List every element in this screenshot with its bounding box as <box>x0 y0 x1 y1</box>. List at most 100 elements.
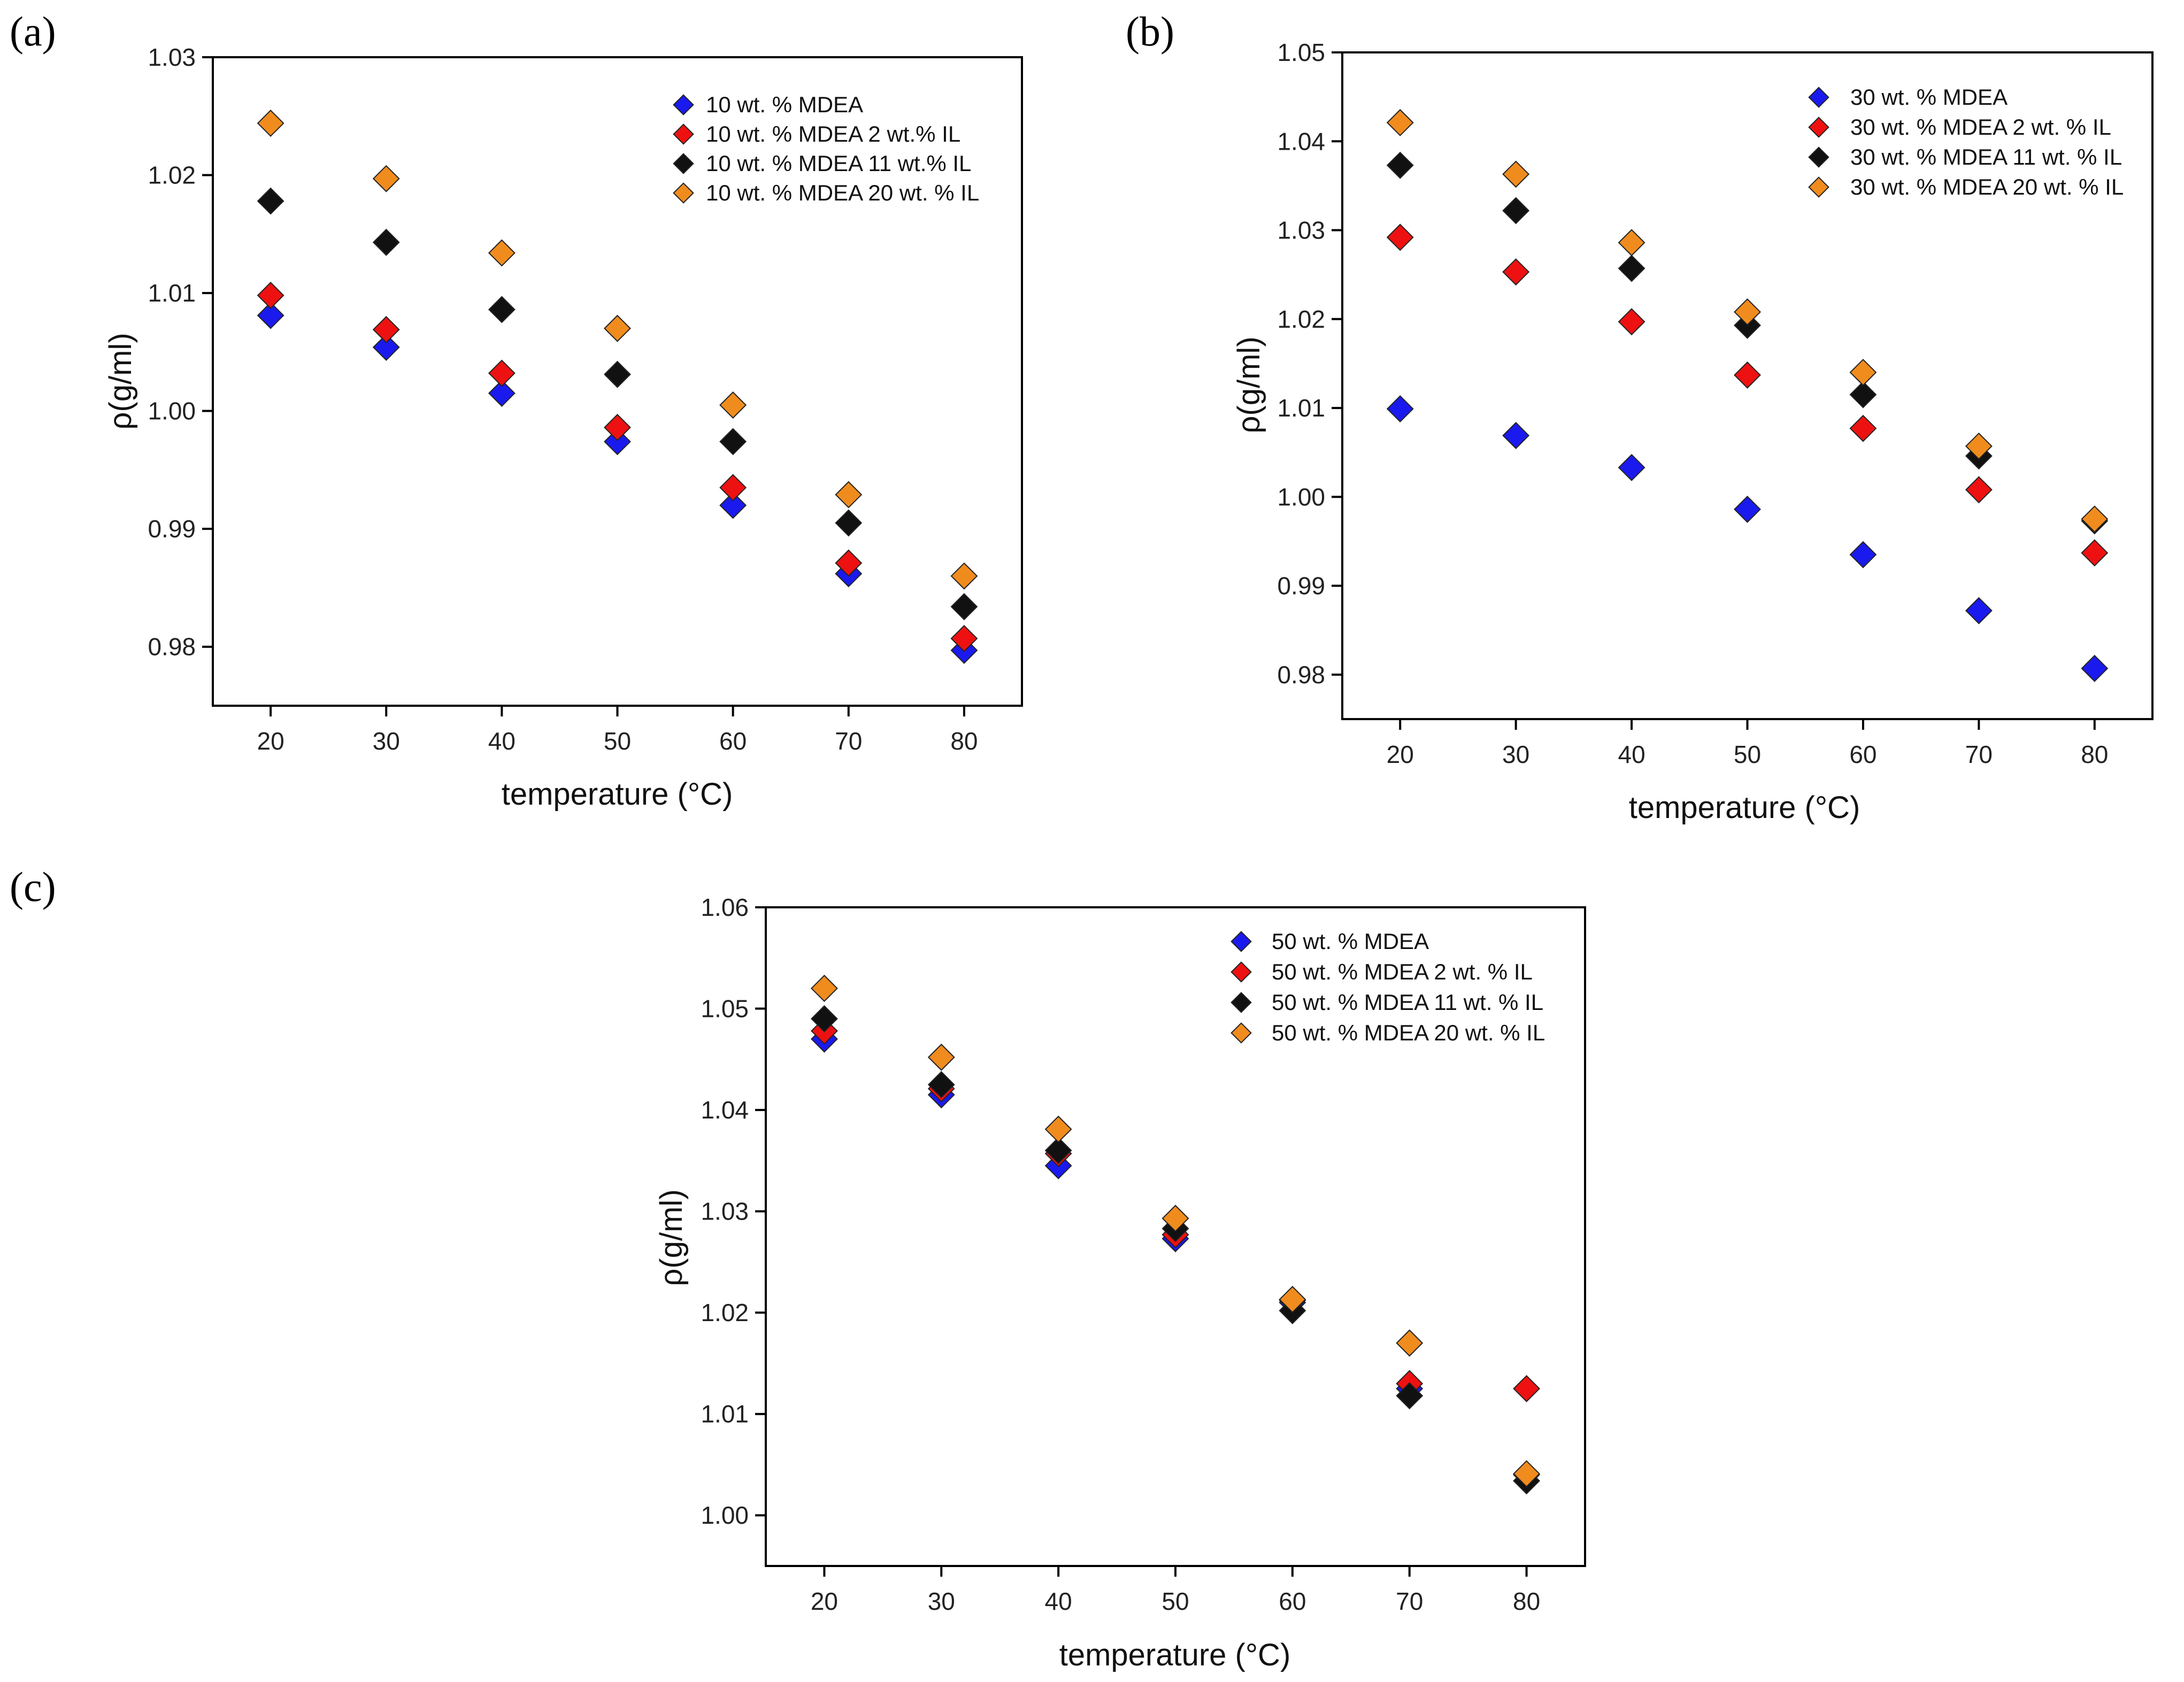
legend-label: 10 wt. % MDEA 2 wt.% IL <box>706 121 960 146</box>
legend-marker <box>673 94 694 115</box>
y-tick-label-c: 1.03 <box>701 1198 749 1225</box>
data-point-b-s2 <box>1734 361 1761 389</box>
data-point-a-s3 <box>604 360 631 388</box>
panel-c: (c) 20 30 40 50 60 70 80 1.001.011.021.031.041… <box>10 863 1586 1672</box>
y-tick-label-b: 0.98 <box>1277 661 1325 689</box>
data-point-a-s3 <box>488 296 516 323</box>
data-point-b-s2 <box>1386 223 1414 251</box>
data-point-c-s3 <box>927 1071 955 1099</box>
data-point-c-s4 <box>927 1044 955 1071</box>
legend-marker <box>673 153 694 174</box>
data-point-b-s2 <box>1849 414 1877 442</box>
legend-label: 50 wt. % MDEA 11 wt. % IL <box>1272 990 1543 1015</box>
y-ticks-c: 1.00 1.01 1.02 1.03 1.04 1.05 1.06 <box>701 893 766 1529</box>
panel-b: (b) 20 30 40 50 60 70 80 0.98 0.99 1.00 1.01 1.02 1… <box>1126 8 2154 825</box>
legend-label: 50 wt. % MDEA <box>1272 929 1429 954</box>
panel-label-a: (a) <box>10 8 56 55</box>
y-tick-label-c: 1.00 <box>701 1501 749 1529</box>
legend-marker <box>1231 961 1252 983</box>
y-axis-title-a: ρ(g/ml) <box>103 333 138 429</box>
data-point-a-s3 <box>372 228 400 256</box>
y-tick-label-b: 1.00 <box>1277 483 1325 511</box>
data-point-a-s3 <box>257 187 284 215</box>
x-tick-label-b: 60 <box>1849 740 1877 768</box>
legend-label: 10 wt. % MDEA 20 wt. % IL <box>706 180 979 205</box>
data-point-a-s3 <box>719 428 747 456</box>
data-point-b-s4 <box>1386 109 1414 136</box>
legend-marker <box>1231 1022 1252 1044</box>
data-point-b-s3 <box>1849 381 1877 408</box>
legend-a: 10 wt. % MDEA 10 wt. % MDEA 2 wt.% IL 10… <box>673 92 979 205</box>
legend-label: 30 wt. % MDEA <box>1850 84 2008 110</box>
data-point-b-s2 <box>1965 476 1993 504</box>
y-tick-label-b: 1.01 <box>1277 394 1325 422</box>
legend-marker <box>1808 117 1829 138</box>
y-axis-title-c: ρ(g/ml) <box>654 1189 689 1286</box>
data-points-b <box>1386 109 2109 682</box>
x-tick-label-a: 20 <box>257 727 284 755</box>
data-point-c-s3 <box>1396 1382 1424 1410</box>
panel-label-b: (b) <box>1126 8 1174 55</box>
legend-marker <box>1808 146 1829 168</box>
x-tick-label-a: 40 <box>488 727 516 755</box>
x-tick-label-b: 80 <box>2081 740 2108 768</box>
x-tick-label-c: 40 <box>1045 1587 1072 1615</box>
data-point-c-s4 <box>1162 1205 1189 1232</box>
y-tick-label-b: 0.99 <box>1277 572 1325 600</box>
legend-marker <box>1231 931 1252 952</box>
data-point-b-s3 <box>1502 197 1530 225</box>
y-ticks-a: 0.98 0.99 1.00 1.01 1.02 1.03 <box>148 43 213 661</box>
data-points-a <box>257 110 978 664</box>
data-point-a-s1 <box>257 302 284 329</box>
x-tick-label-b: 30 <box>1502 740 1529 768</box>
legend-c: 50 wt. % MDEA 50 wt. % MDEA 2 wt. % IL 5… <box>1231 929 1545 1045</box>
y-tick-label-c: 1.06 <box>701 893 749 921</box>
x-tick-label-c: 60 <box>1279 1587 1306 1615</box>
data-point-a-s2 <box>372 316 400 343</box>
x-tick-label-a: 80 <box>950 727 978 755</box>
data-point-a-s4 <box>257 110 284 137</box>
data-point-b-s4 <box>1502 160 1530 188</box>
legend-marker <box>1808 87 1829 108</box>
x-tick-label-c: 50 <box>1162 1587 1189 1615</box>
data-point-a-s1 <box>372 334 400 361</box>
legend-label: 10 wt. % MDEA <box>706 92 863 117</box>
x-axis-title-a: temperature (°C) <box>502 777 733 812</box>
y-tick-label-c: 1.01 <box>701 1400 749 1428</box>
data-point-b-s4 <box>1849 359 1877 387</box>
panel-a: (a) 20 30 40 50 60 70 80 0.98 0.99 1.00 1.01 1.02 1… <box>10 8 1023 812</box>
data-point-a-s4 <box>488 239 516 267</box>
data-point-a-s2 <box>604 414 631 441</box>
data-point-b-s1 <box>1734 496 1761 523</box>
x-axis-title-c: temperature (°C) <box>1059 1638 1291 1672</box>
data-point-b-s4 <box>2081 505 2109 533</box>
x-ticks-a: 20 30 40 50 60 70 80 <box>257 706 978 755</box>
y-tick-label-c: 1.05 <box>701 995 749 1023</box>
y-tick-label-c: 1.04 <box>701 1096 749 1124</box>
y-tick-label-a: 1.00 <box>148 397 196 425</box>
x-tick-label-c: 70 <box>1396 1587 1423 1615</box>
data-point-a-s1 <box>719 491 747 519</box>
x-tick-label-c: 30 <box>928 1587 955 1615</box>
legend-label: 30 wt. % MDEA 20 wt. % IL <box>1850 174 2124 199</box>
data-point-c-s2 <box>1513 1375 1541 1402</box>
legend-marker <box>673 124 694 145</box>
y-tick-label-a: 0.99 <box>148 515 196 543</box>
y-tick-label-c: 1.02 <box>701 1299 749 1326</box>
legend-label: 30 wt. % MDEA 2 wt. % IL <box>1850 114 2111 140</box>
x-ticks-b: 20 30 40 50 60 70 80 <box>1387 719 2108 768</box>
data-point-a-s3 <box>950 593 978 621</box>
data-point-a-s2 <box>835 549 863 577</box>
legend-label: 10 wt. % MDEA 11 wt.% IL <box>706 151 971 176</box>
data-point-a-s4 <box>835 481 863 508</box>
data-point-b-s2 <box>1502 258 1530 286</box>
y-axis-title-b: ρ(g/ml) <box>1232 336 1266 433</box>
x-tick-label-c: 80 <box>1513 1587 1540 1615</box>
x-tick-label-b: 40 <box>1618 740 1645 768</box>
legend-b: 30 wt. % MDEA 30 wt. % MDEA 2 wt. % IL 3… <box>1808 84 2124 199</box>
legend-label: 50 wt. % MDEA 2 wt. % IL <box>1272 959 1533 984</box>
data-point-c-s4 <box>1044 1115 1072 1143</box>
data-point-a-s2 <box>719 474 747 501</box>
data-point-c-s4 <box>1396 1329 1424 1357</box>
data-point-b-s1 <box>1618 454 1645 481</box>
